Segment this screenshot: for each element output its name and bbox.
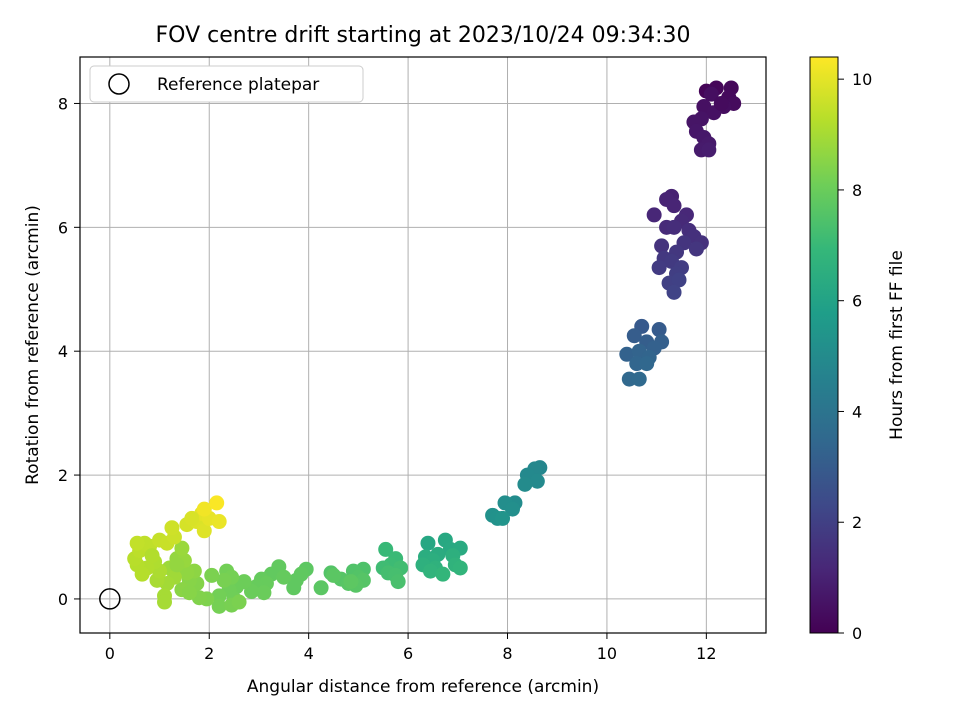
- data-point: [211, 598, 227, 614]
- colorbar-frame: [809, 56, 839, 634]
- data-point: [422, 563, 438, 579]
- data-point: [157, 594, 173, 610]
- data-point: [646, 207, 662, 223]
- data-point: [651, 322, 667, 338]
- colorbar-tick-label: 8: [852, 181, 862, 200]
- data-point: [326, 567, 342, 583]
- data-point: [688, 241, 704, 257]
- data-point: [666, 198, 682, 214]
- data-point: [211, 514, 227, 530]
- data-point: [435, 566, 451, 582]
- colorbar-label: Hours from first FF file: [887, 250, 907, 440]
- data-point: [517, 476, 533, 492]
- data-point: [651, 260, 667, 276]
- colorbar-gradient: [810, 57, 838, 633]
- data-point: [231, 594, 247, 610]
- data-point: [144, 548, 160, 564]
- colorbar-tick-label: 4: [852, 402, 862, 421]
- data-point: [619, 346, 635, 362]
- data-points: [127, 80, 742, 614]
- x-axis-label: Angular distance from reference (arcmin): [247, 677, 599, 697]
- data-point: [378, 541, 394, 557]
- data-point: [204, 567, 220, 583]
- data-point: [701, 142, 717, 158]
- data-point: [420, 535, 436, 551]
- data-point: [666, 284, 682, 300]
- data-point: [286, 580, 302, 596]
- data-point: [196, 523, 212, 539]
- data-point: [671, 272, 687, 288]
- y-axis-ticks: 0 2 4 6 8: [58, 94, 80, 609]
- data-point: [343, 574, 359, 590]
- data-point: [654, 238, 670, 254]
- y-tick-label: 0: [58, 590, 68, 609]
- data-point: [504, 501, 520, 517]
- legend-marker-icon: [108, 73, 130, 95]
- data-point: [666, 219, 682, 235]
- colorbar-tick-label: 10: [852, 70, 872, 89]
- data-point: [639, 356, 655, 372]
- data-point: [452, 560, 468, 576]
- y-tick-label: 4: [58, 342, 68, 361]
- reference-platepar-marker: [99, 588, 121, 610]
- data-point: [211, 588, 227, 604]
- data-point: [313, 580, 329, 596]
- x-tick-label: 12: [696, 644, 716, 663]
- data-point: [529, 473, 545, 489]
- x-tick-label: 6: [403, 644, 413, 663]
- data-point: [179, 565, 195, 581]
- colorbar-ticks: 0 2 4 6 8 10: [838, 70, 872, 643]
- y-axis-label: Rotation from reference (arcmin): [23, 205, 43, 485]
- legend: Reference platepar: [89, 65, 364, 103]
- data-point: [713, 95, 729, 111]
- x-tick-label: 0: [105, 644, 115, 663]
- y-tick-label: 8: [58, 94, 68, 113]
- data-point: [495, 510, 511, 526]
- data-point: [181, 585, 197, 601]
- x-axis-ticks: 0 2 4 6 8 10 12: [105, 633, 717, 663]
- data-point: [216, 572, 232, 588]
- x-tick-label: 8: [502, 644, 512, 663]
- data-point: [631, 371, 647, 387]
- colorbar-tick-label: 6: [852, 292, 862, 311]
- data-point: [184, 510, 200, 526]
- x-tick-label: 4: [304, 644, 314, 663]
- data-point: [164, 520, 180, 536]
- legend-box: [89, 65, 364, 103]
- data-point: [276, 569, 292, 585]
- colorbar-tick-label: 0: [852, 624, 862, 643]
- data-point: [196, 501, 212, 517]
- plot-frame: [79, 56, 767, 634]
- data-point: [703, 86, 719, 102]
- data-point: [129, 535, 145, 551]
- colorbar: 0 2 4 6 8 10 Hours from first FF file: [809, 56, 907, 643]
- data-point: [256, 585, 272, 601]
- chart-title: FOV centre drift starting at 2023/10/24 …: [156, 23, 691, 48]
- legend-entry-label: Reference platepar: [157, 75, 319, 95]
- y-tick-label: 2: [58, 466, 68, 485]
- x-tick-label: 2: [204, 644, 214, 663]
- data-point: [169, 557, 185, 573]
- data-point: [209, 495, 225, 511]
- data-point: [390, 574, 406, 590]
- colorbar-tick-label: 2: [852, 513, 862, 532]
- data-point: [174, 540, 190, 556]
- data-point: [626, 328, 642, 344]
- y-tick-label: 6: [58, 218, 68, 237]
- x-tick-label: 10: [597, 644, 617, 663]
